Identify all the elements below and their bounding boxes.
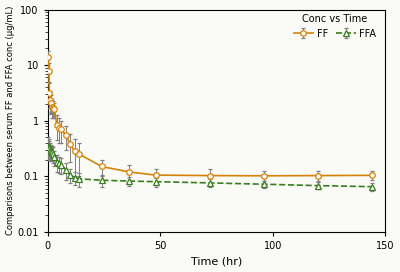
Legend: FF, FFA: FF, FFA (290, 10, 380, 43)
Y-axis label: Comparisons between serum FF and FFA conc (μg/mL): Comparisons between serum FF and FFA con… (6, 6, 14, 235)
X-axis label: Time (hr): Time (hr) (191, 256, 242, 267)
